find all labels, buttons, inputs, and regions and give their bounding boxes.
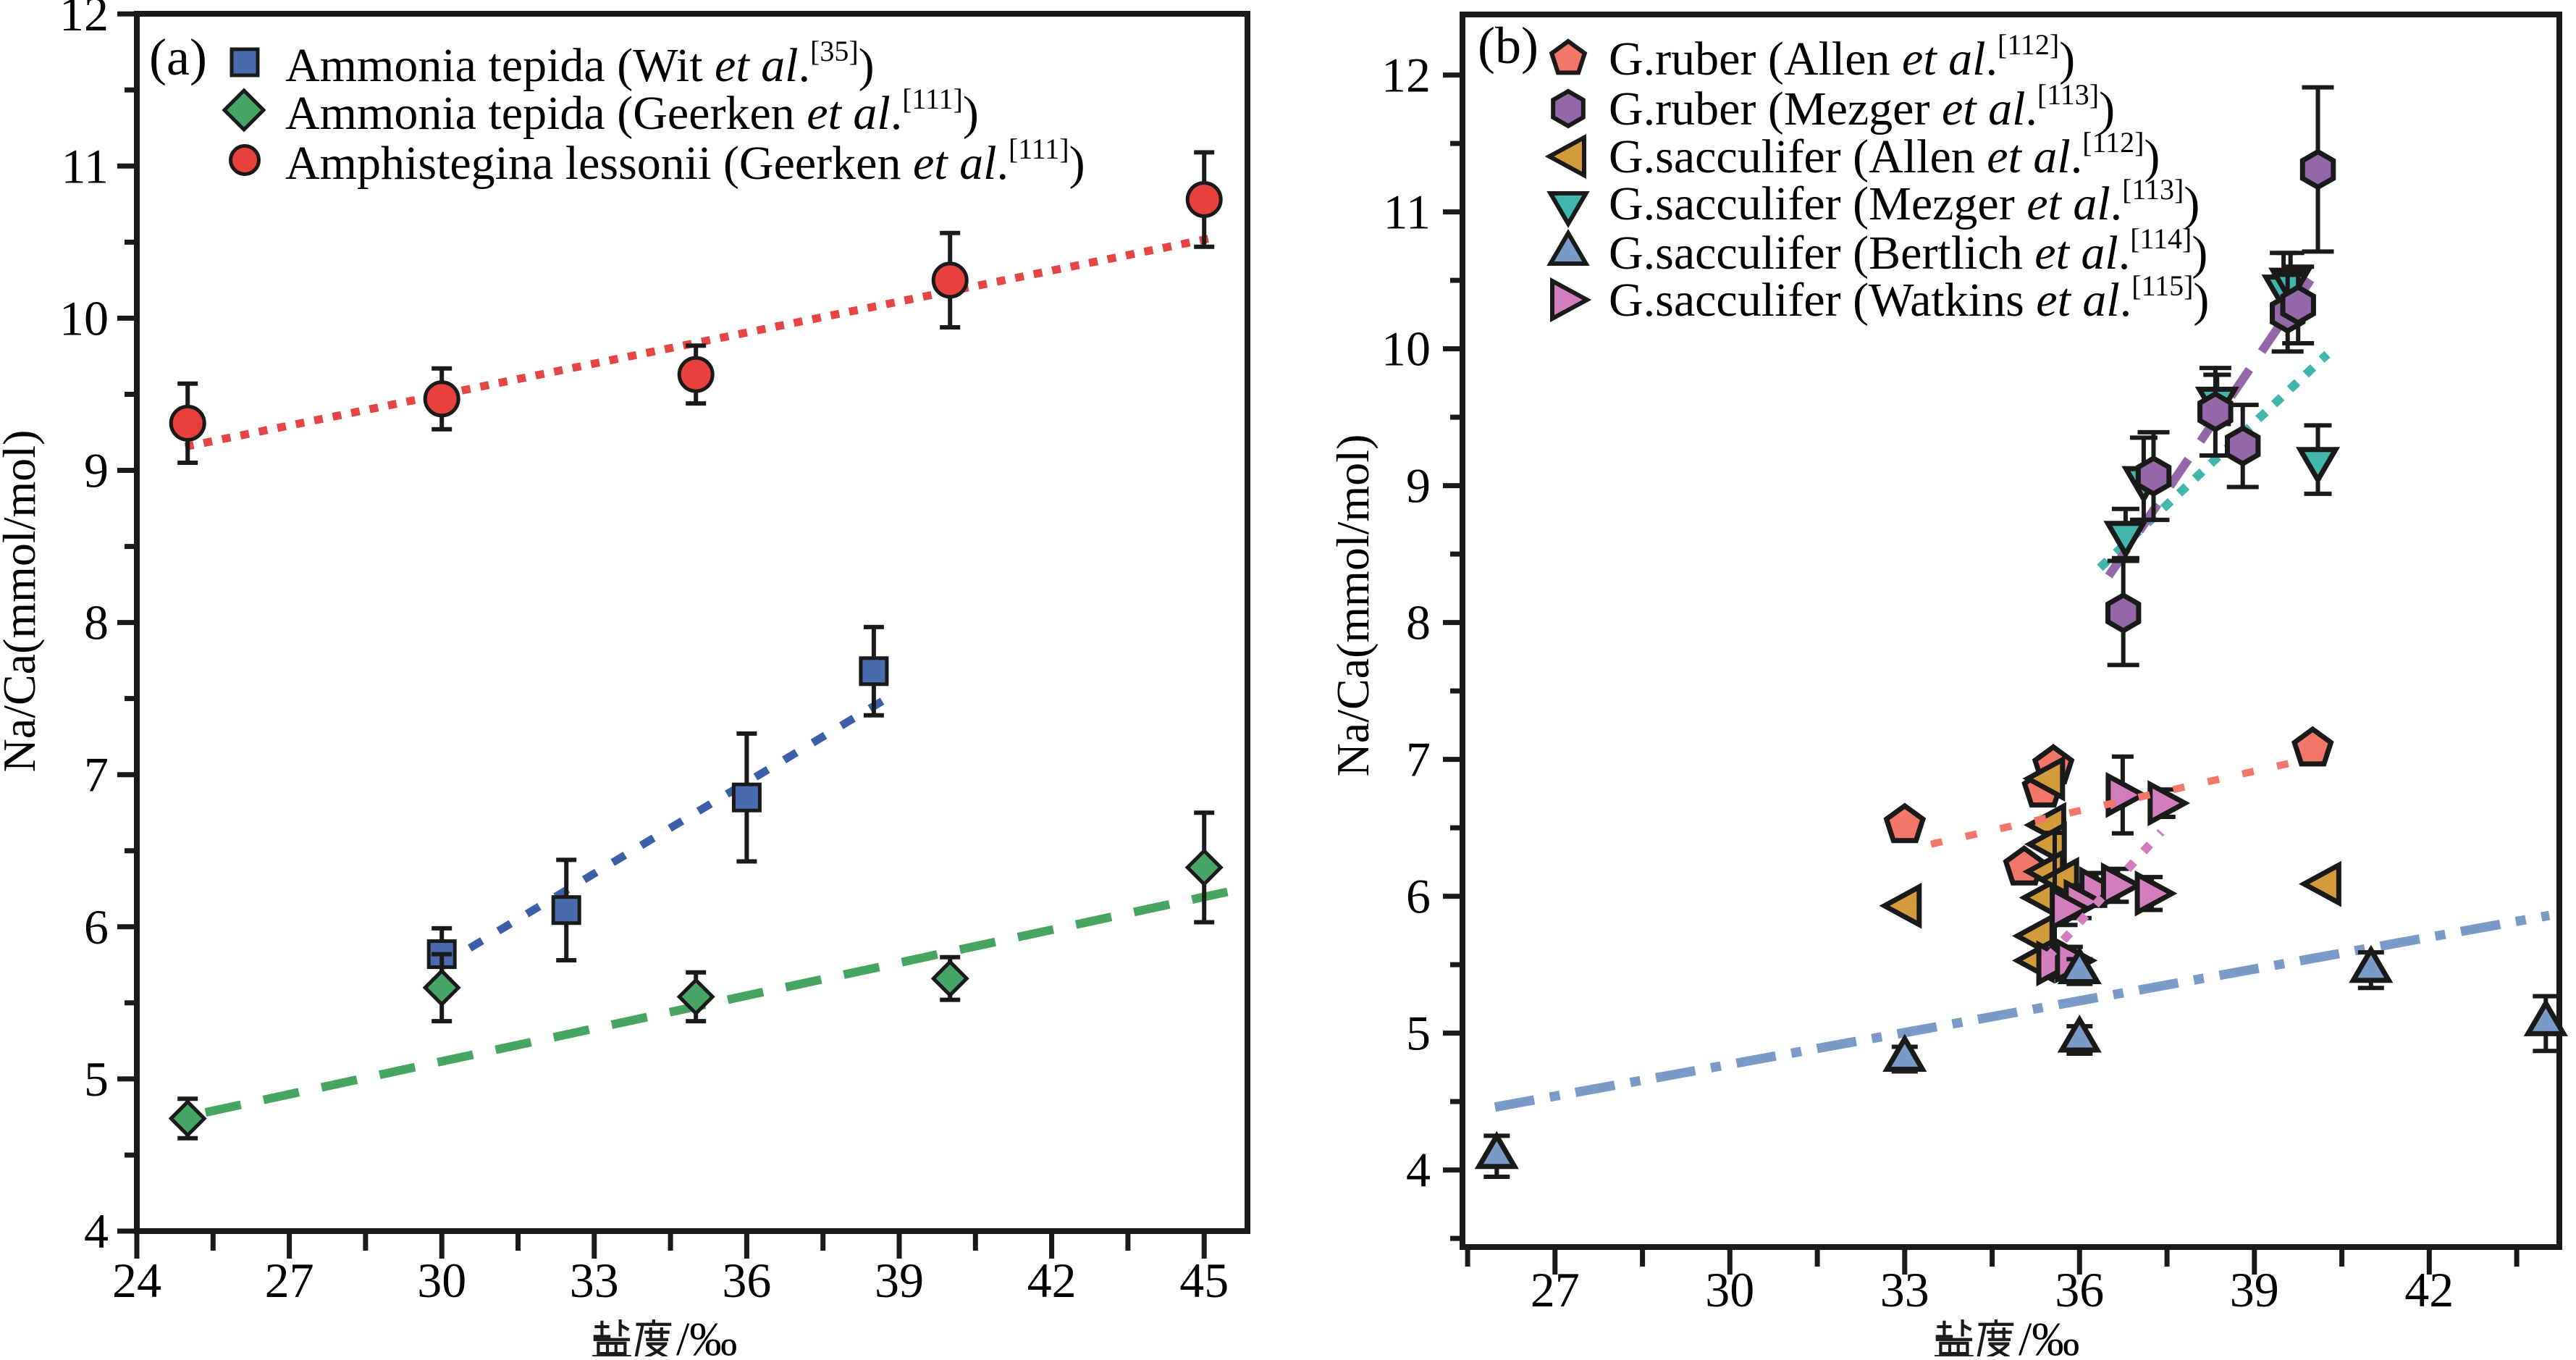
svg-text:7: 7 — [84, 747, 109, 802]
svg-text:Ammonia tepida (Geerken et al.: Ammonia tepida (Geerken et al.[111]) — [285, 83, 979, 140]
svg-text:36: 36 — [2055, 1262, 2104, 1317]
svg-text:G.ruber (Allen et al.[112]): G.ruber (Allen et al.[112]) — [1609, 28, 2075, 85]
svg-text:27: 27 — [1531, 1262, 1580, 1317]
svg-text:6: 6 — [1406, 869, 1431, 924]
svg-text:36: 36 — [722, 1253, 771, 1308]
svg-text:12: 12 — [59, 0, 109, 41]
svg-text:G.sacculifer (Mezger et al.[11: G.sacculifer (Mezger et al.[113]) — [1609, 173, 2200, 230]
svg-text:G.sacculifer (Bertlich et al.[: G.sacculifer (Bertlich et al.[114]) — [1609, 222, 2207, 280]
svg-text:6: 6 — [84, 899, 109, 954]
svg-text:10: 10 — [1381, 322, 1431, 377]
svg-text:G.sacculifer (Allen et al.[112: G.sacculifer (Allen et al.[112]) — [1609, 126, 2160, 183]
svg-text:G.ruber (Mezger et al.[113]): G.ruber (Mezger et al.[113]) — [1609, 78, 2115, 135]
svg-text:12: 12 — [1381, 48, 1431, 103]
svg-text:39: 39 — [875, 1253, 924, 1308]
svg-text:/‰: /‰ — [2019, 1313, 2079, 1356]
svg-text:Na/Ca(mmol/mol): Na/Ca(mmol/mol) — [1327, 435, 1379, 777]
svg-text:30: 30 — [417, 1253, 466, 1308]
svg-text:8: 8 — [1406, 595, 1431, 650]
svg-text:Ammonia tepida (Wit et al.[35]: Ammonia tepida (Wit et al.[35]) — [285, 35, 875, 92]
svg-text:42: 42 — [2404, 1262, 2454, 1317]
svg-text:24: 24 — [112, 1253, 161, 1308]
svg-text:4: 4 — [84, 1204, 109, 1259]
svg-text:30: 30 — [1705, 1262, 1754, 1317]
svg-text:10: 10 — [59, 290, 109, 345]
svg-text:(a): (a) — [149, 28, 207, 86]
svg-text:9: 9 — [1406, 458, 1431, 513]
svg-text:11: 11 — [1384, 185, 1431, 240]
svg-text:33: 33 — [570, 1253, 619, 1308]
svg-text:(b): (b) — [1478, 17, 1539, 75]
svg-text:5: 5 — [84, 1052, 109, 1107]
svg-text:11: 11 — [62, 138, 109, 193]
svg-text:Amphistegina lessonii (Geerken: Amphistegina lessonii (Geerken et al.[11… — [285, 133, 1085, 190]
svg-text:8: 8 — [84, 595, 109, 650]
svg-text:9: 9 — [84, 443, 109, 498]
svg-text:4: 4 — [1406, 1143, 1431, 1198]
svg-text:42: 42 — [1027, 1253, 1077, 1308]
svg-text:5: 5 — [1406, 1006, 1431, 1061]
svg-text:39: 39 — [2230, 1262, 2279, 1317]
svg-text:G.sacculifer (Watkins et al.[1: G.sacculifer (Watkins et al.[115]) — [1609, 269, 2209, 327]
svg-text:33: 33 — [1880, 1262, 1929, 1317]
svg-text:7: 7 — [1406, 732, 1431, 787]
svg-text:27: 27 — [265, 1253, 314, 1308]
svg-text:/‰: /‰ — [676, 1313, 737, 1356]
svg-text:45: 45 — [1179, 1253, 1229, 1308]
svg-text:Na/Ca(mmol/mol): Na/Ca(mmol/mol) — [0, 430, 45, 773]
